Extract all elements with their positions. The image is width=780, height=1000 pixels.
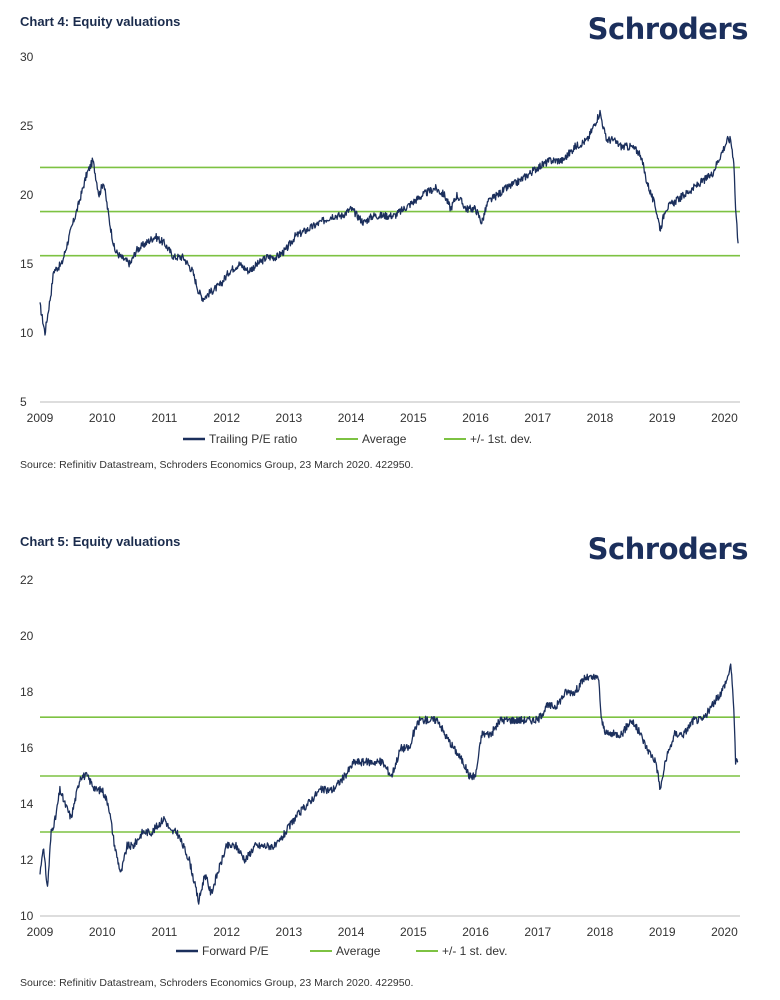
- schroders-logo: Schroders: [587, 12, 749, 46]
- legend-label: Average: [336, 944, 381, 958]
- legend-label: Trailing P/E ratio: [209, 432, 298, 446]
- source-note: Source: Refinitiv Datastream, Schroders …: [20, 459, 414, 471]
- x-tick-label: 2020: [711, 925, 738, 939]
- y-tick-label: 10: [20, 326, 34, 340]
- y-tick-label: 20: [20, 629, 34, 643]
- x-tick-label: 2010: [89, 411, 116, 425]
- y-tick-label: 5: [20, 395, 27, 409]
- x-tick-label: 2014: [338, 411, 365, 425]
- x-tick-label: 2009: [27, 925, 54, 939]
- y-tick-label: 25: [20, 119, 34, 133]
- y-tick-label: 20: [20, 188, 34, 202]
- x-tick-label: 2014: [338, 925, 365, 939]
- y-tick-label: 18: [20, 685, 34, 699]
- series-line: [39, 109, 739, 336]
- x-tick-label: 2019: [649, 411, 676, 425]
- y-tick-label: 10: [20, 909, 34, 923]
- x-tick-label: 2020: [711, 411, 738, 425]
- source-note: Source: Refinitiv Datastream, Schroders …: [20, 977, 414, 989]
- schroders-logo: Schroders: [587, 532, 749, 566]
- x-tick-label: 2018: [587, 411, 614, 425]
- x-tick-label: 2018: [587, 925, 614, 939]
- x-tick-label: 2009: [27, 411, 54, 425]
- legend-label: Forward P/E: [202, 944, 269, 958]
- legend-label: Average: [362, 432, 407, 446]
- x-tick-label: 2016: [462, 925, 489, 939]
- series-line: [39, 663, 739, 905]
- chart-title: Chart 5: Equity valuations: [20, 534, 181, 549]
- x-tick-label: 2012: [213, 411, 240, 425]
- x-tick-label: 2017: [524, 925, 551, 939]
- x-tick-label: 2013: [276, 411, 303, 425]
- chart-panel-4: Chart 4: Equity valuations Schroders 30 2…: [0, 0, 780, 490]
- x-tick-label: 2016: [462, 411, 489, 425]
- x-tick-label: 2017: [524, 411, 551, 425]
- x-tick-label: 2011: [152, 925, 178, 939]
- y-tick-label: 16: [20, 741, 34, 755]
- y-tick-label: 12: [20, 853, 34, 867]
- x-tick-label: 2013: [276, 925, 303, 939]
- chart-panel-5: Chart 5: Equity valuations Schroders 22 2…: [0, 520, 780, 1000]
- x-tick-label: 2011: [152, 411, 178, 425]
- x-tick-label: 2015: [400, 411, 427, 425]
- y-tick-label: 14: [20, 797, 34, 811]
- x-tick-label: 2015: [400, 925, 427, 939]
- y-tick-label: 15: [20, 257, 34, 271]
- x-tick-label: 2010: [89, 925, 116, 939]
- legend-label: +/- 1st. dev.: [470, 432, 532, 446]
- x-tick-label: 2012: [213, 925, 240, 939]
- y-tick-label: 30: [20, 50, 34, 64]
- x-tick-label: 2019: [649, 925, 676, 939]
- legend-label: +/- 1 st. dev.: [442, 944, 507, 958]
- y-tick-label: 22: [20, 573, 34, 587]
- chart-title: Chart 4: Equity valuations: [20, 14, 181, 29]
